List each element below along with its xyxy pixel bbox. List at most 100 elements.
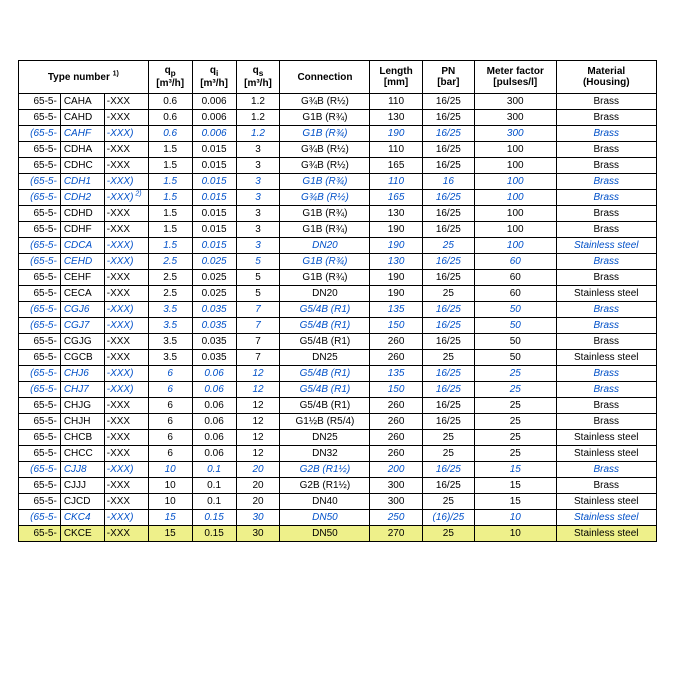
cell-len: 260 bbox=[370, 334, 422, 350]
cell-qp: 1.5 bbox=[148, 174, 192, 190]
cell-qs: 3 bbox=[236, 158, 280, 174]
cell-mat: Stainless steel bbox=[556, 286, 656, 302]
cell-len: 165 bbox=[370, 158, 422, 174]
cell-c: -XXX) 2) bbox=[104, 190, 148, 206]
cell-mf: 100 bbox=[474, 222, 556, 238]
cell-pn: 16/25 bbox=[422, 126, 474, 142]
cell-mat: Brass bbox=[556, 190, 656, 206]
cell-b: CAHD bbox=[60, 110, 104, 126]
cell-a: 65-5- bbox=[19, 94, 61, 110]
cell-b: CJJ8 bbox=[60, 462, 104, 478]
cell-conn: G1B (R¾) bbox=[280, 222, 370, 238]
cell-b: CKCE bbox=[60, 526, 104, 542]
cell-conn: G1B (R¾) bbox=[280, 174, 370, 190]
cell-a: (65-5- bbox=[19, 510, 61, 526]
cell-qp: 1.5 bbox=[148, 206, 192, 222]
cell-b: CKC4 bbox=[60, 510, 104, 526]
cell-a: 65-5- bbox=[19, 270, 61, 286]
th-length: Length [mm] bbox=[370, 61, 422, 94]
table-row: (65-5-CGJ6-XXX)3.50.0357G5/4B (R1)13516/… bbox=[19, 302, 657, 318]
cell-b: CEHF bbox=[60, 270, 104, 286]
cell-mf: 50 bbox=[474, 334, 556, 350]
cell-mat: Brass bbox=[556, 174, 656, 190]
cell-a: (65-5- bbox=[19, 126, 61, 142]
cell-mf: 300 bbox=[474, 94, 556, 110]
cell-conn: G5/4B (R1) bbox=[280, 318, 370, 334]
cell-qs: 20 bbox=[236, 478, 280, 494]
table-row: 65-5-CHJG-XXX60.0612G5/4B (R1)26016/2525… bbox=[19, 398, 657, 414]
cell-mf: 50 bbox=[474, 350, 556, 366]
cell-c: -XXX bbox=[104, 478, 148, 494]
cell-qi: 0.06 bbox=[192, 430, 236, 446]
cell-len: 300 bbox=[370, 478, 422, 494]
cell-b: CHJ7 bbox=[60, 382, 104, 398]
cell-len: 190 bbox=[370, 270, 422, 286]
cell-c: -XXX bbox=[104, 334, 148, 350]
cell-c: -XXX) bbox=[104, 462, 148, 478]
cell-conn: DN20 bbox=[280, 238, 370, 254]
table-row: 65-5-CHCC-XXX60.0612DN322602525Stainless… bbox=[19, 446, 657, 462]
cell-pn: 16/25 bbox=[422, 318, 474, 334]
cell-qs: 20 bbox=[236, 494, 280, 510]
cell-len: 135 bbox=[370, 302, 422, 318]
cell-qp: 1.5 bbox=[148, 190, 192, 206]
cell-pn: 25 bbox=[422, 350, 474, 366]
cell-c: -XXX bbox=[104, 398, 148, 414]
table-row: (65-5-CHJ7-XXX)60.0612G5/4B (R1)15016/25… bbox=[19, 382, 657, 398]
cell-qs: 12 bbox=[236, 366, 280, 382]
cell-c: -XXX bbox=[104, 94, 148, 110]
cell-len: 110 bbox=[370, 94, 422, 110]
cell-qp: 15 bbox=[148, 526, 192, 542]
cell-qs: 12 bbox=[236, 398, 280, 414]
cell-qs: 1.2 bbox=[236, 94, 280, 110]
cell-qi: 0.06 bbox=[192, 414, 236, 430]
cell-mat: Stainless steel bbox=[556, 430, 656, 446]
table-row: (65-5-CKC4-XXX)150.1530DN50250(16)/2510S… bbox=[19, 510, 657, 526]
cell-qp: 3.5 bbox=[148, 302, 192, 318]
cell-b: CEHD bbox=[60, 254, 104, 270]
cell-qs: 12 bbox=[236, 446, 280, 462]
cell-qi: 0.06 bbox=[192, 382, 236, 398]
table-row: (65-5-CGJ7-XXX)3.50.0357G5/4B (R1)15016/… bbox=[19, 318, 657, 334]
cell-pn: 16/25 bbox=[422, 382, 474, 398]
cell-mf: 100 bbox=[474, 238, 556, 254]
cell-qp: 2.5 bbox=[148, 286, 192, 302]
spec-table: Type number 1) qp [m³/h] qi [m³/h] qs [m… bbox=[18, 60, 657, 542]
cell-qp: 10 bbox=[148, 462, 192, 478]
cell-mf: 100 bbox=[474, 190, 556, 206]
cell-qp: 0.6 bbox=[148, 94, 192, 110]
cell-b: CAHA bbox=[60, 94, 104, 110]
cell-qi: 0.06 bbox=[192, 446, 236, 462]
cell-mf: 100 bbox=[474, 174, 556, 190]
cell-mf: 10 bbox=[474, 510, 556, 526]
cell-mat: Stainless steel bbox=[556, 526, 656, 542]
cell-mat: Brass bbox=[556, 334, 656, 350]
cell-mf: 15 bbox=[474, 494, 556, 510]
cell-mat: Stainless steel bbox=[556, 446, 656, 462]
cell-conn: DN40 bbox=[280, 494, 370, 510]
cell-a: 65-5- bbox=[19, 334, 61, 350]
cell-c: -XXX bbox=[104, 110, 148, 126]
cell-qs: 7 bbox=[236, 350, 280, 366]
cell-a: 65-5- bbox=[19, 398, 61, 414]
cell-conn: G1B (R¾) bbox=[280, 126, 370, 142]
cell-pn: 16/25 bbox=[422, 206, 474, 222]
cell-qi: 0.06 bbox=[192, 398, 236, 414]
cell-qs: 1.2 bbox=[236, 126, 280, 142]
cell-a: 65-5- bbox=[19, 110, 61, 126]
cell-qp: 1.5 bbox=[148, 142, 192, 158]
cell-qs: 3 bbox=[236, 206, 280, 222]
th-connection: Connection bbox=[280, 61, 370, 94]
cell-mf: 10 bbox=[474, 526, 556, 542]
cell-qs: 7 bbox=[236, 334, 280, 350]
cell-conn: DN25 bbox=[280, 430, 370, 446]
cell-b: CDCA bbox=[60, 238, 104, 254]
cell-b: CJCD bbox=[60, 494, 104, 510]
cell-c: -XXX) bbox=[104, 510, 148, 526]
cell-qi: 0.006 bbox=[192, 126, 236, 142]
th-type-number: Type number 1) bbox=[19, 61, 149, 94]
cell-conn: DN25 bbox=[280, 350, 370, 366]
cell-mat: Brass bbox=[556, 254, 656, 270]
cell-pn: 16/25 bbox=[422, 462, 474, 478]
cell-qp: 15 bbox=[148, 510, 192, 526]
